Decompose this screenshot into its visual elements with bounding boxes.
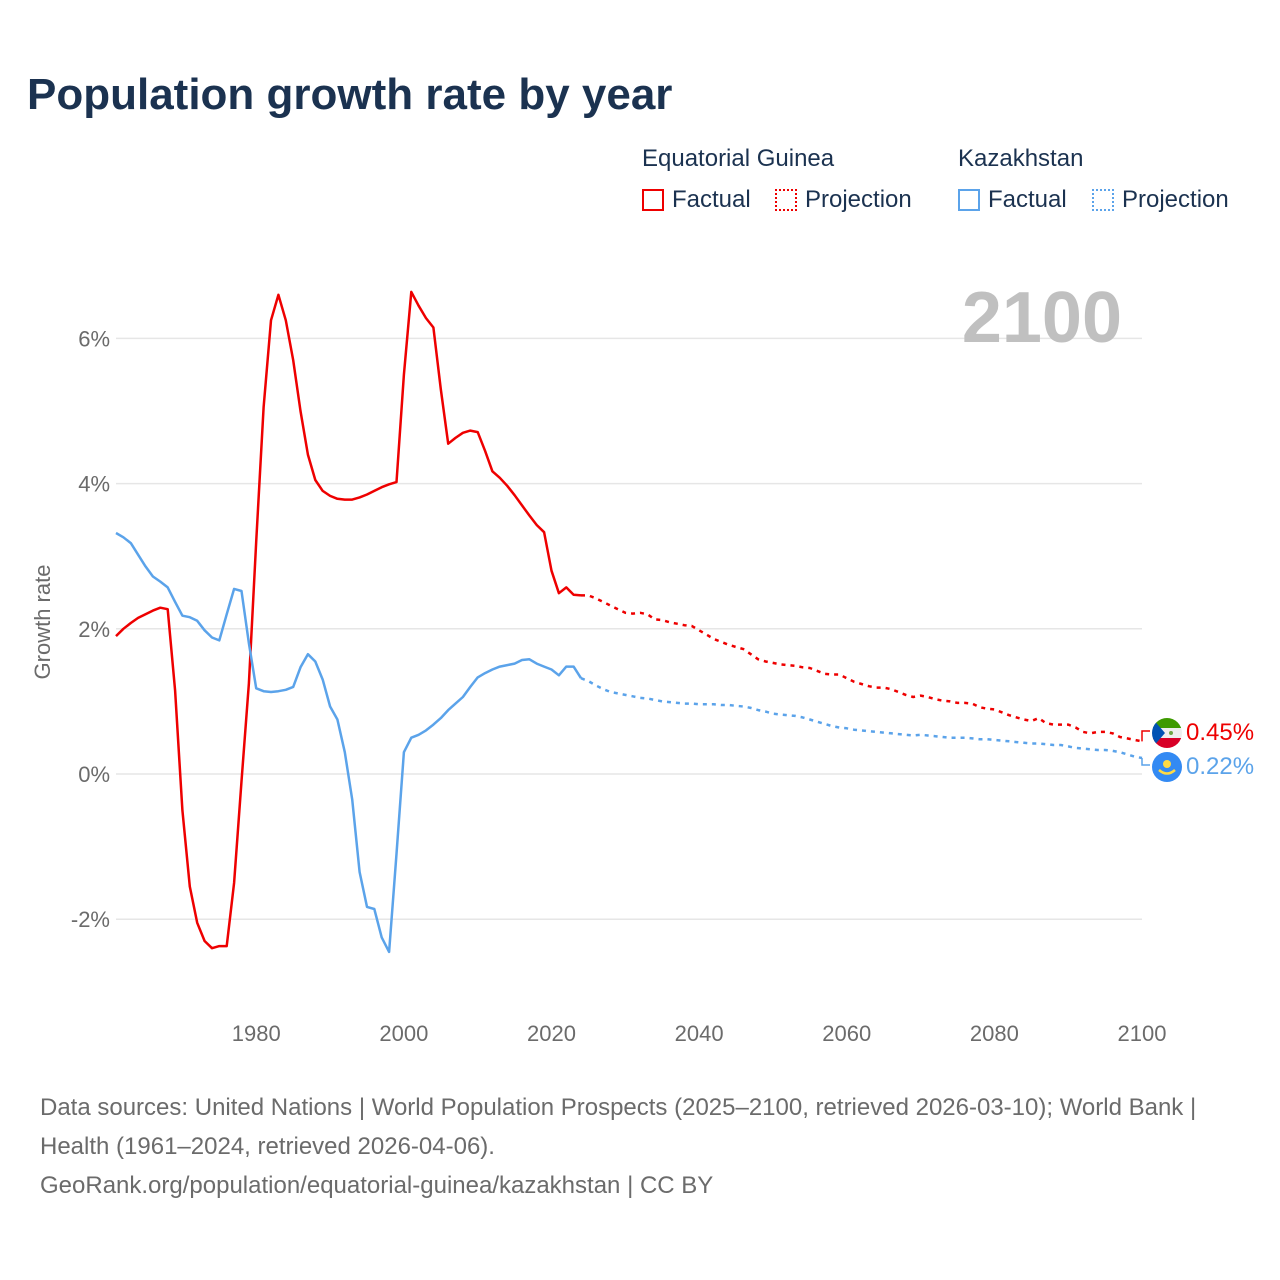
credit-link[interactable]: GeoRank.org/population/equatorial-guinea… bbox=[40, 1172, 714, 1199]
x-tick-label: 2080 bbox=[970, 1021, 1019, 1046]
x-tick-label: 2040 bbox=[675, 1021, 724, 1046]
legend-item-projection[interactable]: Projection bbox=[1092, 186, 1229, 214]
end-value-label: 0.22% bbox=[1186, 753, 1254, 780]
x-tick-label: 2100 bbox=[1118, 1021, 1167, 1046]
legend-country-label: Kazakhstan bbox=[958, 145, 1084, 172]
legend-swatch-dotted bbox=[1092, 189, 1114, 211]
y-tick-label: 2% bbox=[78, 617, 110, 642]
legend-swatch-dotted bbox=[775, 189, 797, 211]
legend-item-projection[interactable]: Projection bbox=[775, 186, 912, 214]
series-line-1-factual bbox=[115, 531, 583, 954]
series-line-0-projection bbox=[581, 594, 1143, 743]
x-tick-label: 2060 bbox=[822, 1021, 871, 1046]
legend-swatch-solid bbox=[958, 189, 980, 211]
year-watermark: 2100 bbox=[962, 278, 1122, 358]
y-tick-label: 4% bbox=[78, 472, 110, 497]
end-connector bbox=[1141, 758, 1150, 766]
chart-title: Population growth rate by year bbox=[27, 70, 673, 119]
y-tick-label: 6% bbox=[78, 326, 110, 351]
y-tick-label: -2% bbox=[71, 907, 110, 932]
end-value-label: 0.45% bbox=[1186, 719, 1254, 746]
legend-swatch-solid bbox=[642, 189, 664, 211]
legend-item-factual[interactable]: Factual bbox=[642, 186, 751, 214]
legend-label: Factual bbox=[988, 186, 1067, 213]
equatorial-guinea-flag-icon bbox=[1152, 718, 1182, 748]
data-sources: Data sources: United Nations | World Pop… bbox=[40, 1094, 1197, 1160]
x-tick-label: 1980 bbox=[232, 1021, 281, 1046]
legend-label: Projection bbox=[1122, 186, 1229, 213]
legend-label: Factual bbox=[672, 186, 751, 213]
kazakhstan-flag-icon bbox=[1152, 752, 1182, 782]
x-tick-label: 2000 bbox=[379, 1021, 428, 1046]
y-tick-label: 0% bbox=[78, 762, 110, 787]
x-tick-label: 2020 bbox=[527, 1021, 576, 1046]
legend-country-label: Equatorial Guinea bbox=[642, 145, 835, 172]
end-connector bbox=[1141, 730, 1150, 742]
legend-item-factual[interactable]: Factual bbox=[958, 186, 1067, 214]
series-line-0-factual bbox=[115, 290, 582, 950]
y-axis-label: Growth rate bbox=[30, 565, 55, 680]
legend-label: Projection bbox=[805, 186, 912, 213]
series-line-1-projection bbox=[580, 677, 1143, 760]
footer: Data sources: United Nations | World Pop… bbox=[40, 1088, 1240, 1205]
